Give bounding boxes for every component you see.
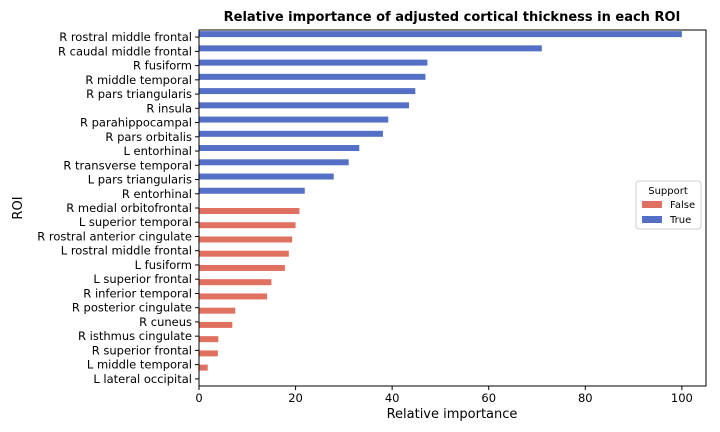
bar-r-isthmus-cingulate xyxy=(199,336,219,343)
bar-r-middle-temporal xyxy=(199,73,426,80)
legend-title: Support xyxy=(648,186,688,197)
x-tick-label-60: 60 xyxy=(481,391,496,405)
legend: Support False True xyxy=(635,180,702,230)
bar-r-parahippocampal xyxy=(199,116,389,123)
bar-r-pars-triangularis xyxy=(199,88,416,95)
bar-r-inferior-temporal xyxy=(199,293,268,300)
y-tick-label-l-rostral-middle-frontal: L rostral middle frontal xyxy=(61,244,192,258)
bar-r-posterior-cingulate xyxy=(199,307,236,314)
bar-l-superior-temporal xyxy=(199,222,296,229)
y-tick-label-r-insula: R insula xyxy=(146,101,192,115)
y-tick-label-r-inferior-temporal: R inferior temporal xyxy=(83,286,192,300)
bar-r-insula xyxy=(199,102,410,109)
y-tick-label-r-pars-triangularis: R pars triangularis xyxy=(86,87,192,101)
y-tick-label-r-posterior-cingulate: R posterior cingulate xyxy=(72,301,192,315)
y-tick-label-r-pars-orbitalis: R pars orbitalis xyxy=(105,130,192,144)
y-axis-title: ROI xyxy=(11,196,26,219)
y-tick-label-l-pars-triangularis: L pars triangularis xyxy=(88,173,192,187)
chart-title: Relative importance of adjusted cortical… xyxy=(224,10,681,25)
bar-r-transverse-temporal xyxy=(199,159,349,166)
y-tick-label-r-superior-frontal: R superior frontal xyxy=(92,343,192,357)
legend-swatch-true xyxy=(642,216,662,223)
bar-l-entorhinal xyxy=(199,145,360,152)
bar-l-middle-temporal xyxy=(199,364,208,371)
y-tick-label-r-cuneus: R cuneus xyxy=(139,315,192,329)
y-tick-label-l-superior-temporal: L superior temporal xyxy=(79,215,192,229)
y-tick-label-l-entorhinal: L entorhinal xyxy=(123,144,192,158)
bar-r-pars-orbitalis xyxy=(199,130,383,137)
bar-l-pars-triangularis xyxy=(199,173,334,180)
bar-r-entorhinal xyxy=(199,187,305,194)
y-tick-label-l-lateral-occipital: L lateral occipital xyxy=(93,372,192,386)
legend-label-true: True xyxy=(669,215,691,226)
x-tick-label-40: 40 xyxy=(385,391,400,405)
bar-l-rostral-middle-frontal xyxy=(199,250,289,257)
y-tick-label-l-middle-temporal: L middle temporal xyxy=(87,358,192,372)
y-tick-label-r-rostral-middle-frontal: R rostral middle frontal xyxy=(59,30,192,44)
bar-l-fusiform xyxy=(199,264,285,271)
bar-l-superior-frontal xyxy=(199,279,272,286)
y-tick-label-l-fusiform: L fusiform xyxy=(135,258,192,272)
legend-swatch-false xyxy=(642,201,662,208)
y-tick-label-r-parahippocampal: R parahippocampal xyxy=(80,116,192,130)
y-tick-label-r-medial-orbitofrontal: R medial orbitofrontal xyxy=(66,201,192,215)
y-tick-label-r-transverse-temporal: R transverse temporal xyxy=(63,158,192,172)
y-tick-label-r-fusiform: R fusiform xyxy=(133,59,192,73)
y-tick-label-r-caudal-middle-frontal: R caudal middle frontal xyxy=(58,44,192,58)
y-tick-label-r-middle-temporal: R middle temporal xyxy=(85,73,192,87)
y-tick-label-r-isthmus-cingulate: R isthmus cingulate xyxy=(78,329,192,343)
plot-frame xyxy=(198,29,707,387)
bar-r-superior-frontal xyxy=(199,350,218,357)
y-tick-label-l-superior-frontal: L superior frontal xyxy=(93,272,192,286)
x-tick-label-100: 100 xyxy=(671,391,693,405)
bar-r-medial-orbitofrontal xyxy=(199,208,300,214)
x-tick-label-80: 80 xyxy=(578,391,593,405)
y-tick-label-r-entorhinal: R entorhinal xyxy=(122,187,192,201)
x-tick-label-20: 20 xyxy=(288,391,303,405)
x-axis-title: Relative importance xyxy=(387,407,518,422)
bar-r-fusiform xyxy=(199,59,428,66)
bar-r-rostral-anterior-cingulate xyxy=(199,236,293,243)
bar-r-rostral-middle-frontal xyxy=(199,31,682,38)
bar-r-caudal-middle-frontal xyxy=(199,45,542,52)
x-tick-label-0: 0 xyxy=(195,391,202,405)
bar-r-cuneus xyxy=(199,321,233,328)
y-tick-label-r-rostral-anterior-cingulate: R rostral anterior cingulate xyxy=(37,229,192,243)
legend-label-false: False xyxy=(670,200,695,211)
